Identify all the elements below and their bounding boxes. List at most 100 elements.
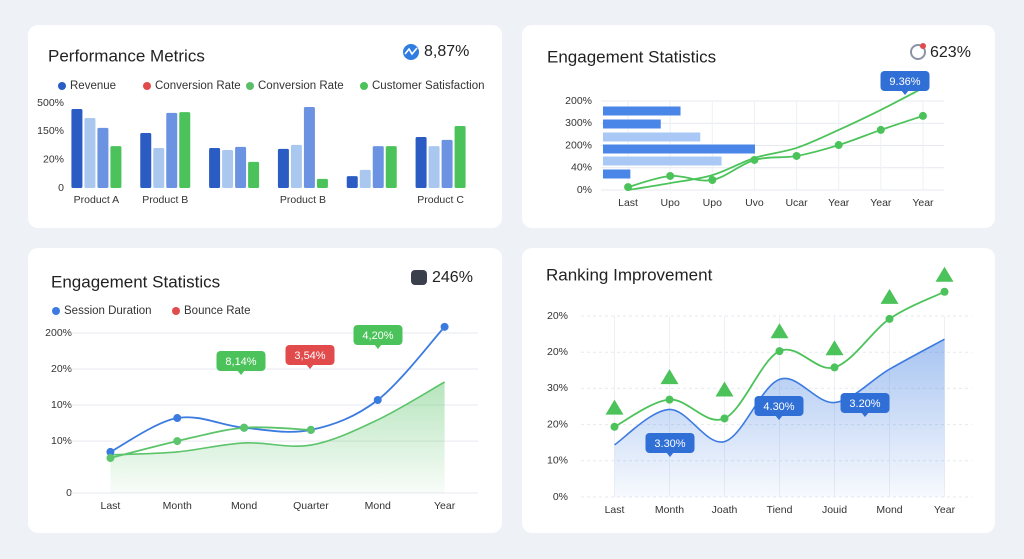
legend-label: Customer Satisfaction <box>372 80 485 92</box>
bar <box>454 125 466 188</box>
annotation-box <box>840 393 890 413</box>
point <box>173 414 182 423</box>
y-tick-label: 20% <box>547 310 568 322</box>
y-tick-label: 10% <box>51 435 72 447</box>
point <box>708 175 717 184</box>
annotation-box <box>353 325 403 345</box>
point <box>830 363 839 372</box>
y-tick-label: 500% <box>37 97 64 109</box>
bar <box>603 119 661 129</box>
x-tick-label: Year <box>912 197 934 209</box>
x-tick-label: Month <box>163 500 192 512</box>
x-tick-label: Mond <box>876 504 902 516</box>
triangle-marker <box>880 288 899 304</box>
y-tick-label: 200% <box>45 327 72 339</box>
point <box>720 414 729 423</box>
x-tick-label: Year <box>434 500 456 512</box>
point <box>834 141 843 150</box>
legend-marker <box>246 82 254 90</box>
y-tick-label: 300% <box>565 117 592 129</box>
card <box>522 25 995 228</box>
x-tick-label: Product B <box>142 194 188 206</box>
annotation: 4,20% <box>362 330 393 342</box>
y-tick-label: 200% <box>565 139 592 151</box>
chart-title: Engagement Statistics <box>51 272 220 291</box>
point <box>918 111 927 120</box>
point <box>240 423 249 432</box>
annotation: 3.30% <box>654 438 685 450</box>
point <box>940 287 949 296</box>
bar <box>603 144 755 154</box>
x-tick-label: Year <box>934 504 956 516</box>
annotation: 9.36% <box>889 76 920 88</box>
point <box>665 395 674 404</box>
x-tick-label: Last <box>605 504 625 516</box>
y-tick-label: 30% <box>547 382 568 394</box>
bar <box>441 139 453 188</box>
point <box>173 437 182 446</box>
annotation-box <box>880 71 930 91</box>
y-tick-label: 150% <box>37 125 64 137</box>
line <box>627 87 924 191</box>
annotation: 3,54% <box>294 350 325 362</box>
y-tick-label: 0 <box>66 487 72 499</box>
y-tick-label: 10% <box>547 455 568 467</box>
legend-label: Revenue <box>70 80 116 92</box>
bar <box>97 127 109 188</box>
bar <box>603 106 681 116</box>
line <box>110 326 446 453</box>
bar <box>277 148 289 188</box>
y-tick-label: 200% <box>565 95 592 107</box>
x-tick-label: Joath <box>712 504 738 516</box>
x-tick-label: Ucar <box>785 197 808 209</box>
bar <box>153 148 165 188</box>
legend-label: Session Duration <box>64 305 152 317</box>
annotation: 3.20% <box>849 398 880 410</box>
bar <box>179 112 191 188</box>
annotation-box <box>216 351 266 371</box>
x-tick-label: Quarter <box>293 500 329 512</box>
triangle-marker <box>770 323 789 339</box>
bar <box>290 144 302 188</box>
y-tick-label: 20% <box>51 363 72 375</box>
badge: 8,87% <box>424 43 469 60</box>
y-tick-label: 10% <box>51 399 72 411</box>
annotation: 4.30% <box>763 401 794 413</box>
annotation-pointer <box>861 412 869 417</box>
x-tick-label: Jouid <box>822 504 847 516</box>
annotation: 8,14% <box>225 356 256 368</box>
annotation-pointer <box>374 344 382 349</box>
annotation-pointer <box>901 90 909 95</box>
legend-marker <box>360 82 368 90</box>
x-tick-label: Year <box>870 197 892 209</box>
point <box>106 454 115 463</box>
bar <box>235 146 247 188</box>
bar <box>415 137 427 188</box>
point <box>440 322 449 331</box>
annotation-pointer <box>306 364 314 369</box>
x-tick-label: Upo <box>661 197 680 209</box>
area <box>110 381 445 493</box>
annotation-box <box>754 396 804 416</box>
bar <box>84 118 96 188</box>
bar <box>140 133 152 188</box>
bar <box>603 156 722 166</box>
point <box>373 396 382 405</box>
annotation-pointer <box>237 370 245 375</box>
chart-title: Engagement Statistics <box>547 47 716 66</box>
x-tick-label: Product B <box>280 194 326 206</box>
bar <box>603 132 701 142</box>
annotation-pointer <box>666 452 674 457</box>
y-tick-label: 20% <box>43 153 64 165</box>
badge-icon <box>920 43 926 49</box>
y-tick-label: 0% <box>577 184 592 196</box>
badge-icon <box>910 44 926 60</box>
x-tick-label: Mond <box>231 500 257 512</box>
legend-marker <box>58 82 66 90</box>
x-tick-label: Uvo <box>745 197 764 209</box>
bar <box>346 176 358 188</box>
x-tick-label: Mond <box>365 500 391 512</box>
triangle-marker <box>825 340 844 356</box>
triangle-marker <box>715 381 734 397</box>
